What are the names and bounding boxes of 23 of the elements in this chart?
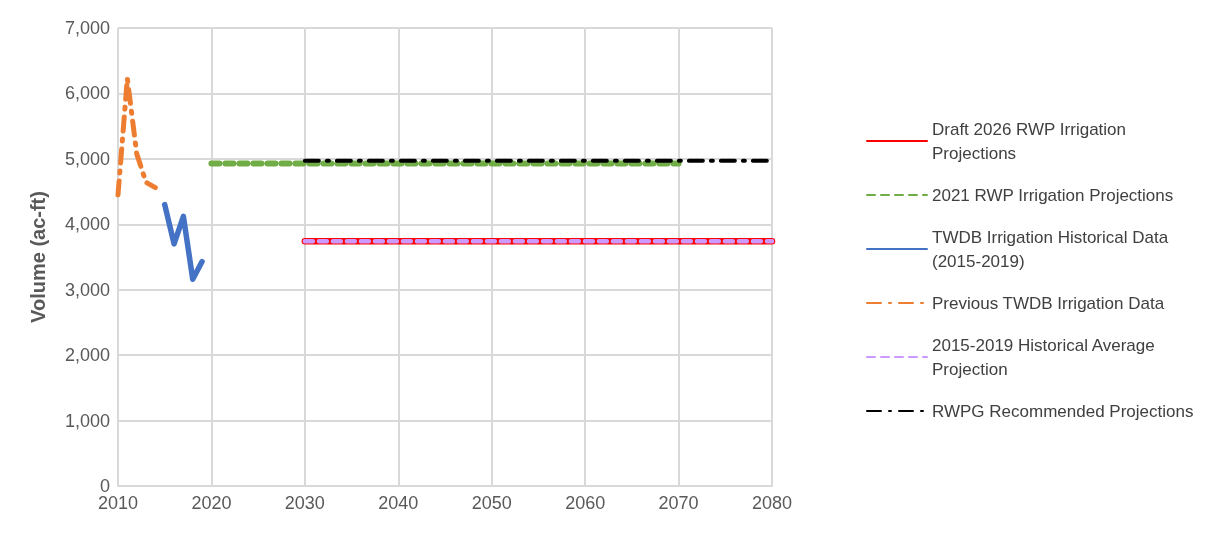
x-tick-label: 2020 [191,493,232,513]
x-tick-label: 2060 [565,493,606,513]
legend-label: TWDB Irrigation Historical Data (2015-2019) [932,227,1173,271]
legend-label: Draft 2026 RWP Irrigation Projections [932,119,1131,163]
x-tick-label: 2040 [378,493,419,513]
x-tick-label: 2070 [658,493,699,513]
y-tick-label: 0 [99,476,110,496]
x-tick-label: 2080 [751,493,793,513]
y-tick-label: 3,000 [64,279,110,300]
y-tick-label: 6,000 [64,83,110,104]
y-tick-label: 5,000 [64,148,110,169]
y-tick-label: 2,000 [64,345,110,366]
y-axis-title: Volume (ac-ft) [27,191,49,323]
x-tick-label: 2030 [284,493,325,513]
legend-label: RWPG Recommended Projections [932,401,1194,421]
y-tick-label: 1,000 [64,410,110,431]
legend-label: Previous TWDB Irrigation Data [932,293,1165,313]
x-tick-label: 2050 [471,493,512,513]
legend-label: 2015-2019 Historical Average Projection [932,335,1160,379]
x-tick-label: 2010 [97,493,139,513]
y-tick-label: 7,000 [64,18,110,38]
y-tick-label: 4,000 [64,214,110,235]
legend-label: 2021 RWP Irrigation Projections [932,185,1174,205]
